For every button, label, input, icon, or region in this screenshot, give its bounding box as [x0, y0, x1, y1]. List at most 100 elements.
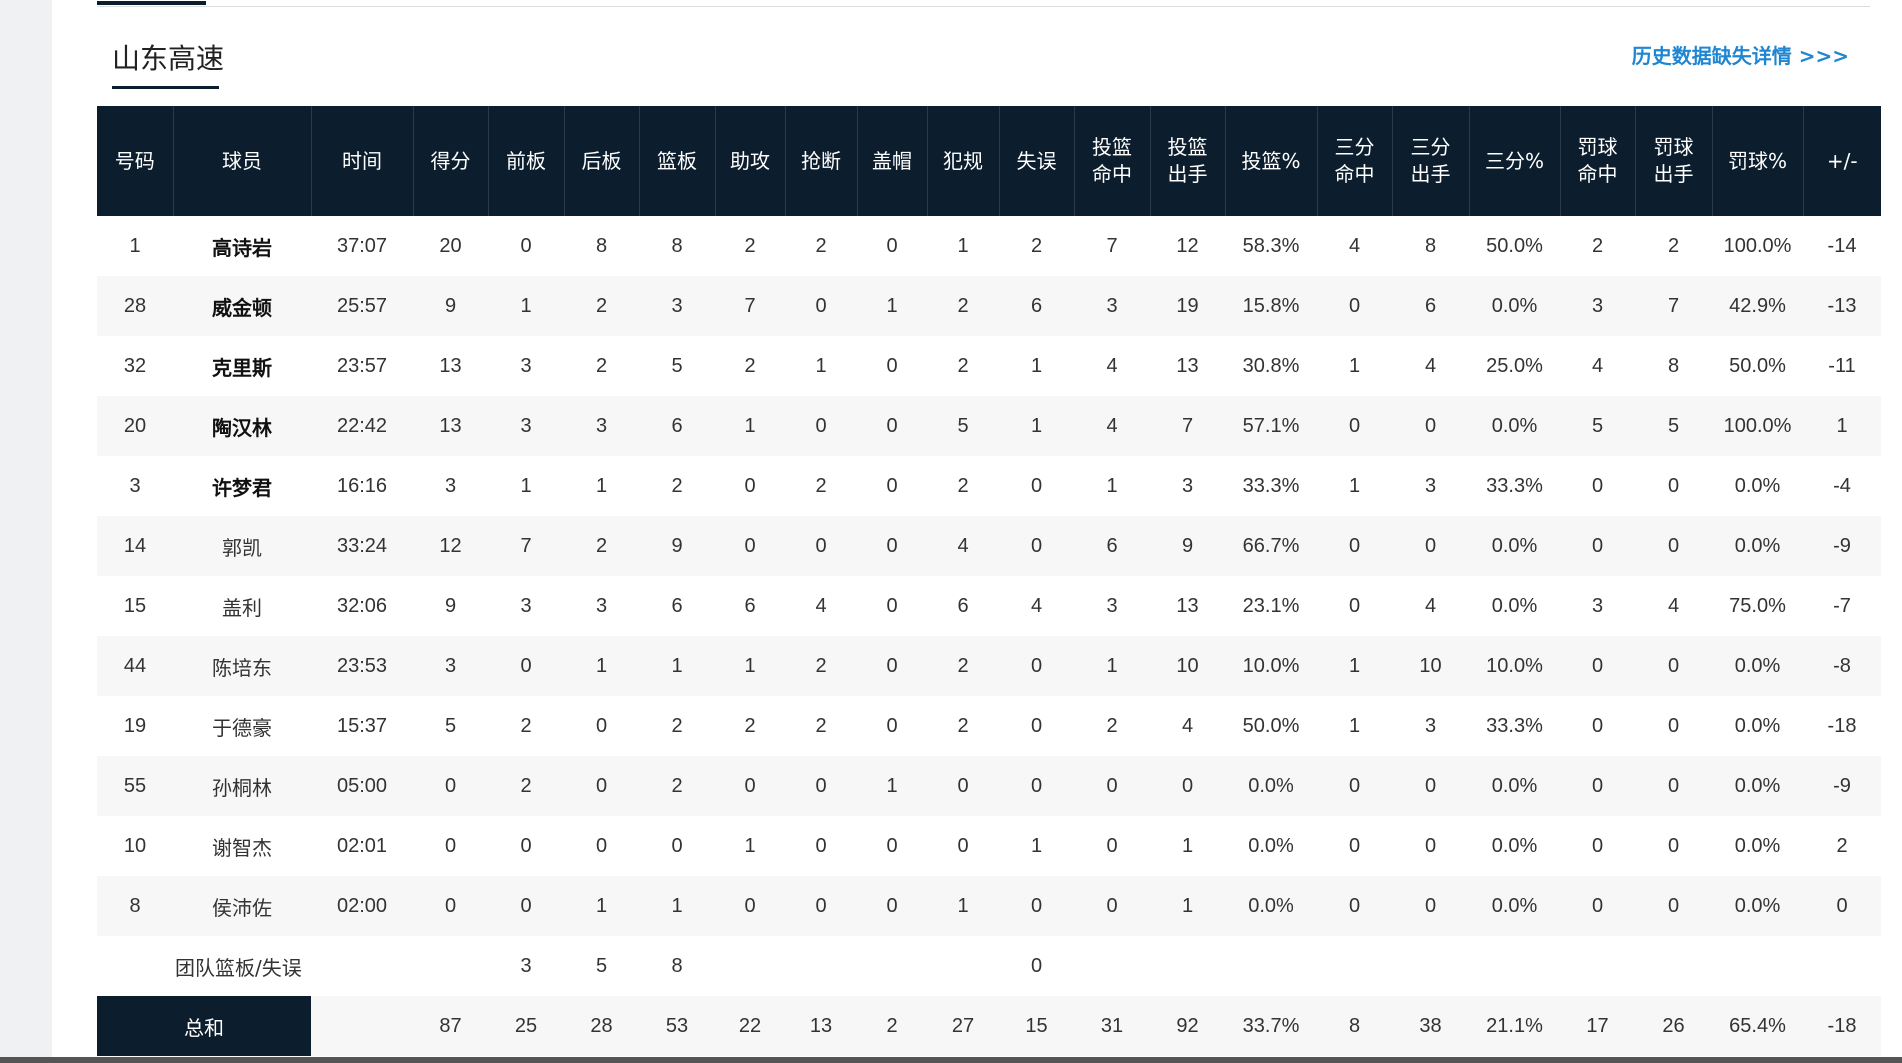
player-name[interactable]: 于德豪 [173, 696, 311, 756]
team-row-offensive-rebounds: 3 [488, 936, 564, 996]
header-row: 号码 球员 时间 得分 前板 后板 篮板 助攻 抢断 盖帽 犯规 失误 投篮 命中 投篮 出手 投篮% 三分 命中三… [97, 106, 1881, 216]
bottom-window-edge [0, 1057, 1902, 1063]
player-name[interactable]: 侯沛佐 [173, 876, 311, 936]
stat-cell: 2 [927, 276, 999, 336]
stat-cell: 0 [715, 876, 785, 936]
stat-cell: 30.8% [1225, 336, 1317, 396]
stat-cell: 0.0% [1469, 576, 1560, 636]
stat-cell: 0 [857, 816, 927, 876]
stat-cell: 1 [999, 816, 1074, 876]
stat-cell: 0 [564, 696, 639, 756]
column-header: 三分 出手 [1392, 106, 1470, 216]
stat-cell: 0 [785, 756, 857, 816]
player-name[interactable]: 盖利 [173, 576, 311, 636]
stat-cell: 0 [413, 756, 488, 816]
stat-cell: 2 [488, 696, 564, 756]
team-row-turnovers: 0 [999, 936, 1074, 996]
history-missing-data-link[interactable]: 历史数据缺失详情 >>> [1631, 44, 1849, 68]
player-name[interactable]: 陶汉林 [173, 396, 311, 456]
column-header: +/- [1803, 106, 1881, 216]
stat-cell: 2 [927, 636, 999, 696]
stat-cell: 0 [1635, 876, 1712, 936]
stat-cell: 5 [1635, 396, 1712, 456]
stat-cell: 0 [999, 516, 1074, 576]
total-stat-cell: 53 [639, 996, 715, 1056]
stat-cell: 20 [97, 396, 173, 456]
top-divider [97, 6, 1870, 7]
stat-cell: 25:57 [311, 276, 413, 336]
stat-cell: 1 [785, 336, 857, 396]
stat-cell: 0 [999, 696, 1074, 756]
stat-cell: 1 [97, 216, 173, 276]
stat-cell: 13 [1150, 336, 1225, 396]
stat-cell: 2 [564, 516, 639, 576]
stat-cell: 0 [715, 516, 785, 576]
total-stat-cell: 21.1% [1469, 996, 1560, 1056]
stat-cell: 3 [1392, 696, 1469, 756]
stat-cell: 37:07 [311, 216, 413, 276]
column-header: 篮板 [639, 106, 716, 216]
stat-cell: 3 [1074, 276, 1150, 336]
stat-cell: 05:00 [311, 756, 413, 816]
stat-cell: 2 [639, 456, 715, 516]
column-header: 投篮 出手 [1150, 106, 1226, 216]
stat-cell: 1 [857, 276, 927, 336]
stat-cell: 0 [857, 396, 927, 456]
stat-cell: 2 [1074, 696, 1150, 756]
column-header: 号码 [97, 106, 174, 216]
stat-cell: 1 [1803, 396, 1881, 456]
team-row-empty [1074, 936, 1881, 996]
stat-cell: 0 [413, 876, 488, 936]
player-name[interactable]: 许梦君 [173, 456, 311, 516]
total-stat-cell: 15 [999, 996, 1074, 1056]
stat-cell: -14 [1803, 216, 1881, 276]
total-stat-cell: -18 [1803, 996, 1881, 1056]
stat-cell: 0 [1317, 816, 1392, 876]
player-name[interactable]: 威金顿 [173, 276, 311, 336]
stat-cell: 0 [488, 816, 564, 876]
stat-cell: 3 [1560, 276, 1635, 336]
stat-cell: 0 [999, 756, 1074, 816]
stat-cell: 2 [927, 456, 999, 516]
stat-cell: 1 [1074, 636, 1150, 696]
stat-cell: 4 [1074, 396, 1150, 456]
stat-cell: 0 [857, 216, 927, 276]
column-header: 后板 [564, 106, 640, 216]
stat-cell: 2 [1635, 216, 1712, 276]
stat-cell: 1 [639, 876, 715, 936]
stat-cell: 1 [564, 456, 639, 516]
column-header: 时间 [311, 106, 414, 216]
stat-cell: 0 [1317, 756, 1392, 816]
stat-cell: -7 [1803, 576, 1881, 636]
stat-cell: 0 [1560, 756, 1635, 816]
column-header: 投篮 命中 [1074, 106, 1151, 216]
stat-cell: 33.3% [1225, 456, 1317, 516]
player-name[interactable]: 孙桐林 [173, 756, 311, 816]
stat-cell: 57.1% [1225, 396, 1317, 456]
stat-cell: 0 [1074, 816, 1150, 876]
stat-cell: 13 [1150, 576, 1225, 636]
stat-cell: 22:42 [311, 396, 413, 456]
player-name[interactable]: 高诗岩 [173, 216, 311, 276]
stat-cell: 2 [785, 696, 857, 756]
stat-cell: 0.0% [1469, 756, 1560, 816]
stat-cell: 1 [999, 396, 1074, 456]
stat-cell: 10 [97, 816, 173, 876]
stat-cell: 0 [857, 456, 927, 516]
stat-cell: 0 [1074, 876, 1150, 936]
stat-cell: 0 [927, 756, 999, 816]
stat-cell: 50.0% [1469, 216, 1560, 276]
player-name[interactable]: 陈培东 [173, 636, 311, 696]
stat-cell: 25.0% [1469, 336, 1560, 396]
team-row-label: 团队篮板/失误 [97, 936, 413, 996]
stat-cell: 23:53 [311, 636, 413, 696]
total-stat-cell: 33.7% [1225, 996, 1317, 1056]
player-name[interactable]: 克里斯 [173, 336, 311, 396]
player-name[interactable]: 谢智杰 [173, 816, 311, 876]
stat-cell: 1 [927, 216, 999, 276]
player-name[interactable]: 郭凯 [173, 516, 311, 576]
total-stat-cell: 65.4% [1712, 996, 1803, 1056]
column-header: 罚球 出手 [1635, 106, 1713, 216]
team-row-blocks [857, 936, 927, 996]
stat-cell: 5 [927, 396, 999, 456]
